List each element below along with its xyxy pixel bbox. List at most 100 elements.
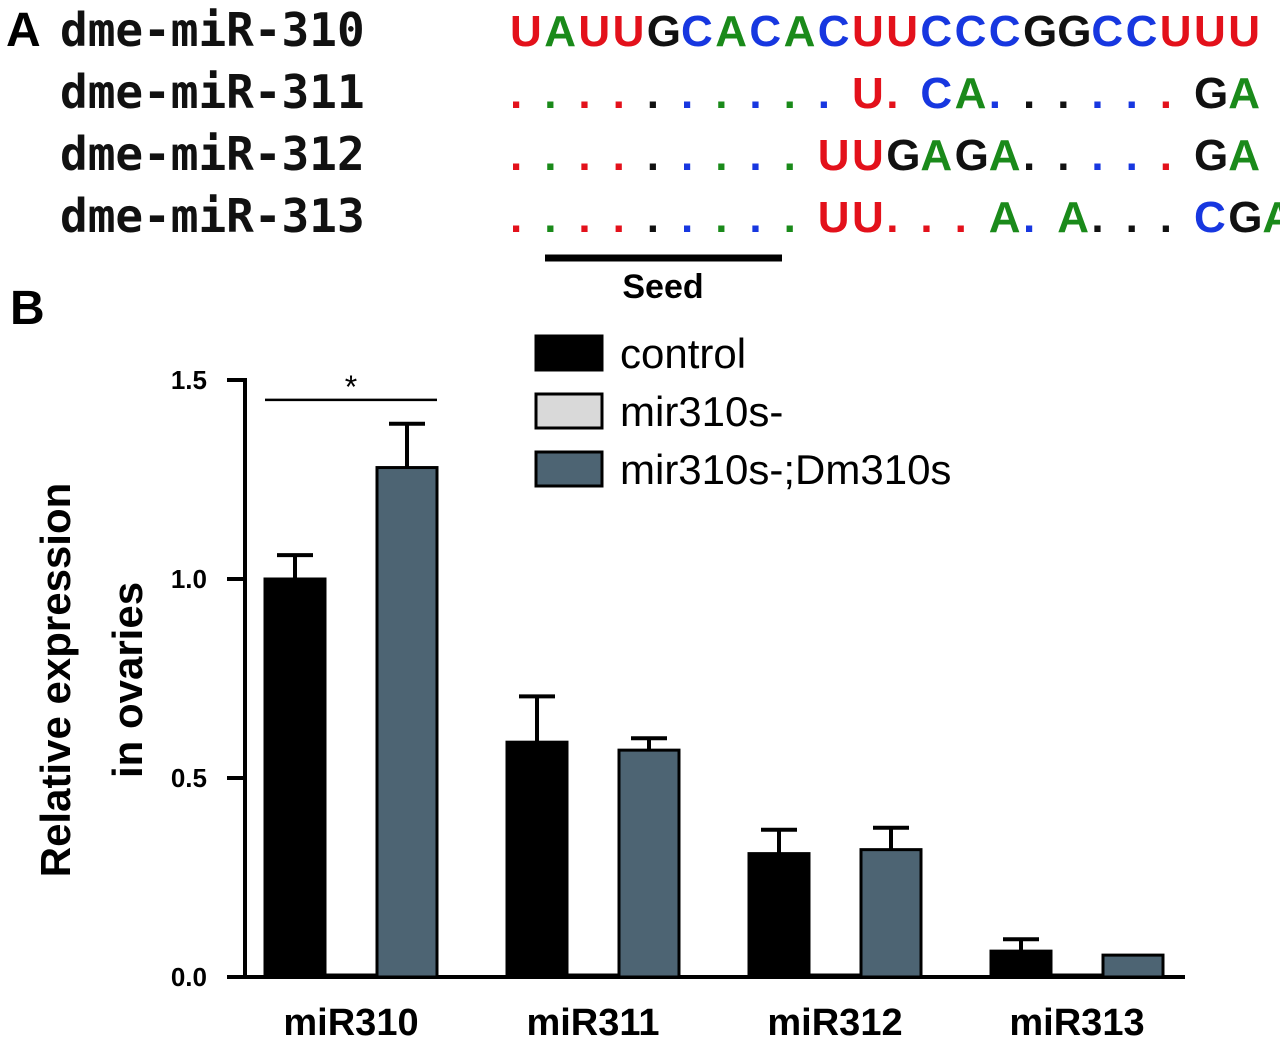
legend-label: mir310s- xyxy=(620,388,783,435)
nucleotide: . xyxy=(510,69,522,118)
mirna-name: dme-miR-312 xyxy=(60,127,365,181)
bar-miR310-2 xyxy=(375,466,439,979)
nucleotide: G xyxy=(1057,7,1091,56)
nucleotide: . xyxy=(784,193,796,242)
nucleotide: U xyxy=(1194,7,1226,56)
nucleotide: . xyxy=(681,193,693,242)
y-tick-label: 1.5 xyxy=(171,365,207,395)
nucleotide: A xyxy=(1228,131,1260,180)
nucleotide: A xyxy=(715,7,747,56)
nucleotide: . xyxy=(613,69,625,118)
nucleotide: . xyxy=(1091,193,1103,242)
bar-miR311-0 xyxy=(505,740,569,979)
seed-label: Seed xyxy=(622,268,703,306)
y-ticks: 0.0 0.5 1.0 1.5 xyxy=(171,365,245,992)
bars xyxy=(263,421,1165,979)
nucleotide: U xyxy=(613,7,645,56)
panel-a-label: A xyxy=(6,4,41,57)
nucleotide: G xyxy=(886,131,920,180)
nucleotide: C xyxy=(681,7,713,56)
nucleotide: . xyxy=(784,69,796,118)
nucleotide: . xyxy=(886,193,898,242)
nucleotide: C xyxy=(749,7,781,56)
nucleotide: . xyxy=(544,69,556,118)
nucleotide: . xyxy=(544,193,556,242)
legend-swatch xyxy=(534,450,604,488)
nucleotide: . xyxy=(1091,131,1103,180)
nucleotide: . xyxy=(1126,131,1138,180)
nucleotide: G xyxy=(1228,193,1262,242)
nucleotide: . xyxy=(578,69,590,118)
nucleotide: U xyxy=(510,7,542,56)
y-axis-label-line: Relative expression xyxy=(32,483,79,878)
alignment-rows: dme-miR-310 U A U U G C A C A C U U C C C G G C C U U U dme-miR… xyxy=(60,3,1280,243)
nucleotide: C xyxy=(920,7,952,56)
y-axis-label-line: in ovaries xyxy=(104,582,151,778)
bar-miR313-1 xyxy=(1045,973,1109,979)
nucleotide: . xyxy=(647,131,659,180)
nucleotide: U xyxy=(852,7,884,56)
nucleotide: . xyxy=(749,69,761,118)
nucleotide: . xyxy=(613,193,625,242)
y-tick-label: 1.0 xyxy=(171,564,207,594)
bar-miR312-2 xyxy=(859,848,923,979)
nucleotide: . xyxy=(681,69,693,118)
sequence-alignment-panel: A dme-miR-310 U A U U G C A C A C U U C C C G G C C U U Udme-m… xyxy=(6,3,1280,306)
nucleotide: . xyxy=(544,131,556,180)
nucleotide: . xyxy=(681,131,693,180)
y-tick-label: 0.5 xyxy=(171,763,207,793)
nucleotide: . xyxy=(818,69,830,118)
nucleotide: A xyxy=(1057,193,1089,242)
mirna-name: dme-miR-313 xyxy=(60,189,365,243)
bar-miR311-1 xyxy=(561,973,625,979)
nucleotide: U xyxy=(886,7,918,56)
nucleotide: . xyxy=(715,193,727,242)
nucleotide: U xyxy=(852,193,884,242)
nucleotide: . xyxy=(1023,131,1035,180)
nucleotide: . xyxy=(715,131,727,180)
nucleotide: A xyxy=(784,7,816,56)
alignment-row: dme-miR-313......... U U... A. A... C G A xyxy=(60,189,1280,243)
bar-miR310-1 xyxy=(319,973,383,979)
x-tick-label: miR311 xyxy=(526,1002,659,1043)
alignment-row: dme-miR-311.......... U. C A...... G A xyxy=(60,65,1260,119)
bar-miR311-2 xyxy=(617,748,681,979)
nucleotide: U xyxy=(1228,7,1260,56)
nucleotide: . xyxy=(715,69,727,118)
legend: control mir310s-mir310s-;Dm310s xyxy=(534,330,951,493)
nucleotide: A xyxy=(1262,193,1280,242)
alignment-row: dme-miR-312......... U U G A G A..... G A xyxy=(60,127,1260,181)
nucleotide: . xyxy=(510,193,522,242)
x-tick-label: miR313 xyxy=(1009,1002,1144,1043)
y-axis-label: Relative expression in ovaries xyxy=(32,483,151,878)
nucleotide: . xyxy=(613,131,625,180)
bar-miR313-2 xyxy=(1101,953,1165,979)
legend-label: mir310s-;Dm310s xyxy=(620,446,951,493)
alignment-row: dme-miR-310 U A U U G C A C A C U U C C C G G C C U U U xyxy=(60,3,1260,57)
nucleotide: C xyxy=(1126,7,1158,56)
panel-b-label: B xyxy=(10,282,45,335)
nucleotide: G xyxy=(955,131,989,180)
nucleotide: C xyxy=(920,69,952,118)
bar-miR312-1 xyxy=(803,973,867,979)
nucleotide: . xyxy=(1057,131,1069,180)
nucleotide: . xyxy=(920,193,932,242)
nucleotide: C xyxy=(818,7,850,56)
nucleotide: C xyxy=(1091,7,1123,56)
nucleotide: . xyxy=(1091,69,1103,118)
nucleotide: . xyxy=(989,69,1001,118)
nucleotide: G xyxy=(1194,131,1228,180)
nucleotide: . xyxy=(1160,131,1172,180)
nucleotide: U xyxy=(852,69,884,118)
nucleotide: U xyxy=(578,7,610,56)
nucleotide: . xyxy=(749,193,761,242)
significance-annotation: * xyxy=(265,369,437,405)
bar-miR313-0 xyxy=(989,949,1053,979)
nucleotide: A xyxy=(989,193,1021,242)
nucleotide: . xyxy=(1023,193,1035,242)
nucleotide: . xyxy=(955,193,967,242)
nucleotide: . xyxy=(749,131,761,180)
nucleotide: A xyxy=(1228,69,1260,118)
nucleotide: G xyxy=(647,7,681,56)
nucleotide: G xyxy=(1023,7,1057,56)
